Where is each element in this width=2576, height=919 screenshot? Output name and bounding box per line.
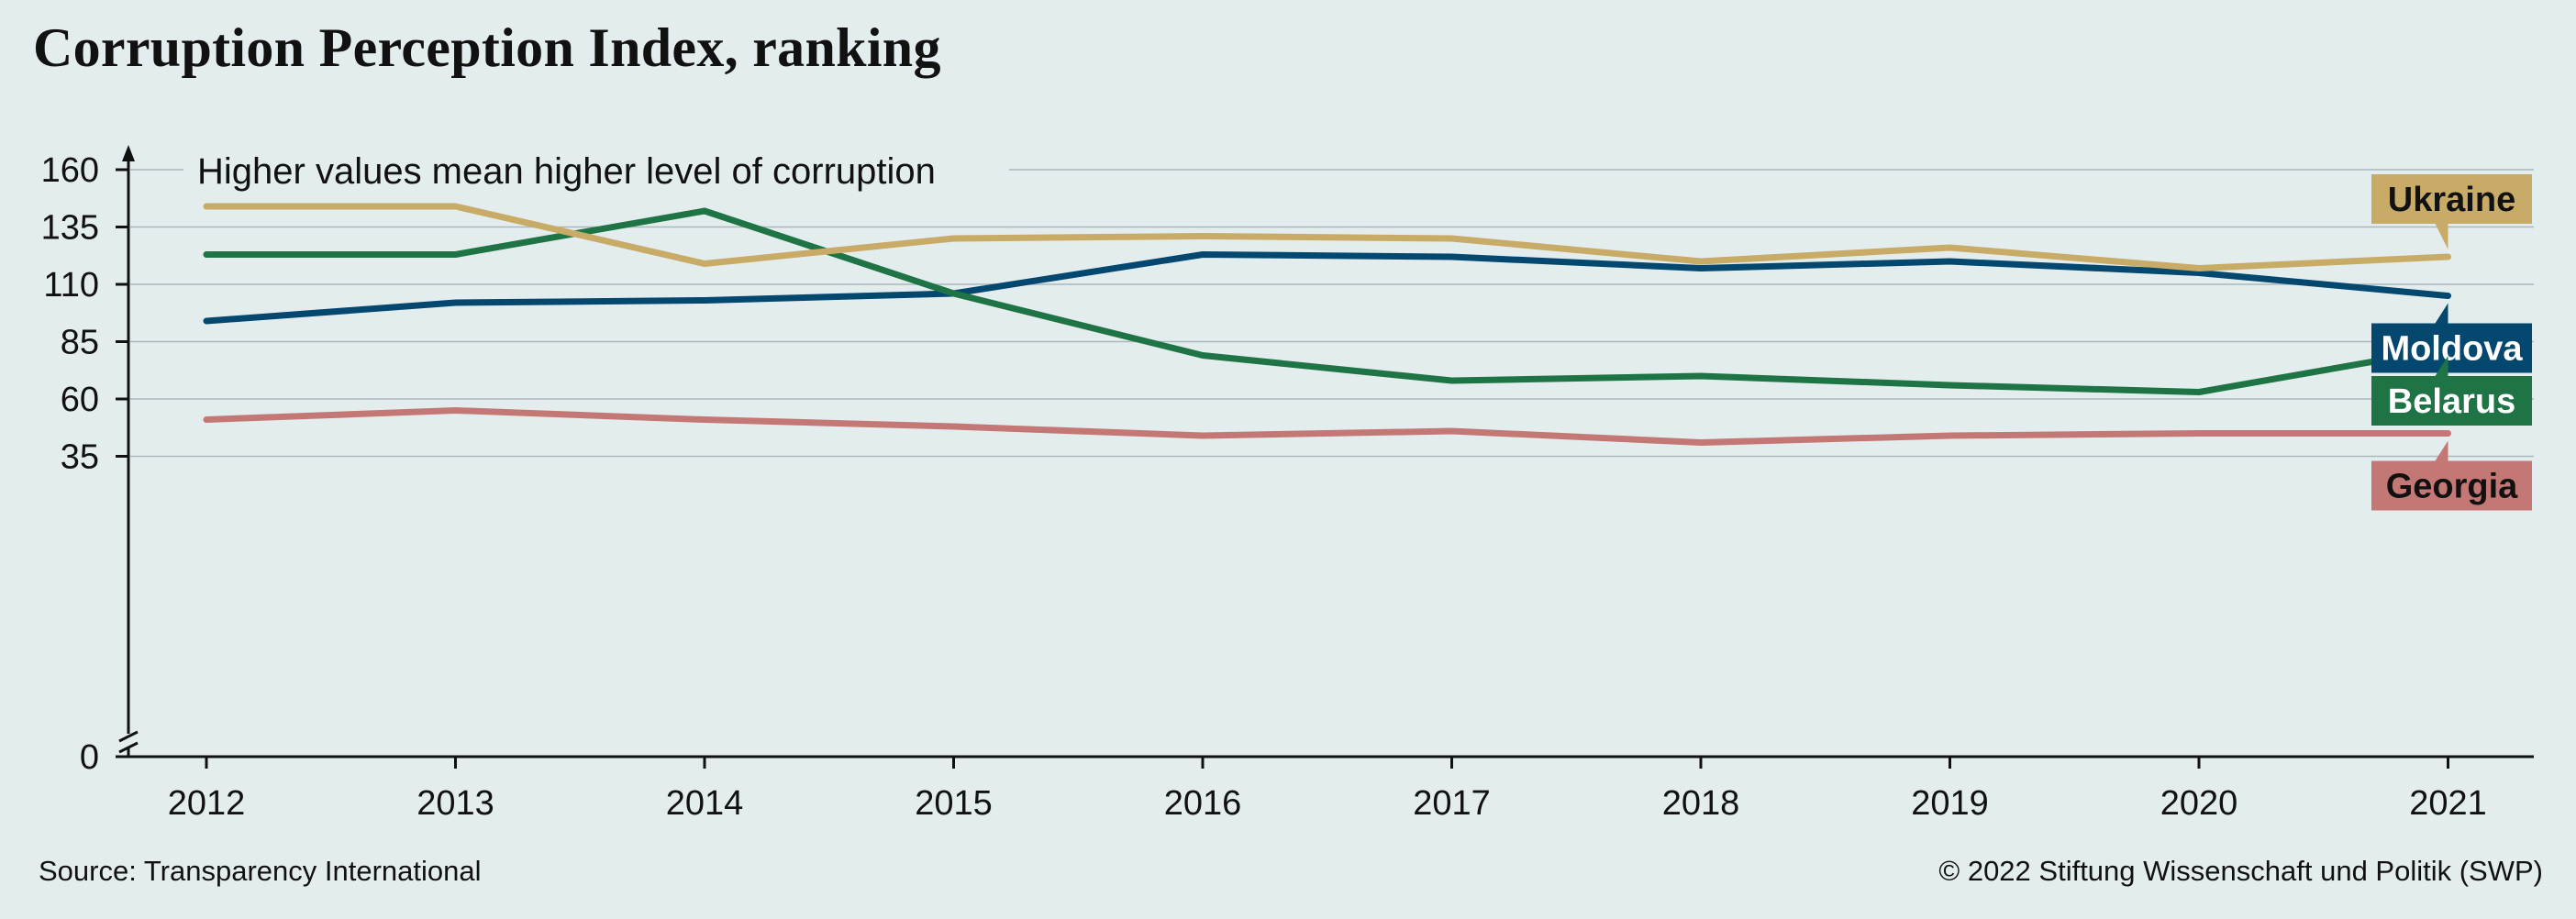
x-tick-label-2012: 2012 <box>168 784 246 823</box>
x-tick-label-2020: 2020 <box>2160 784 2238 823</box>
x-tick-label-2016: 2016 <box>1164 784 1242 823</box>
y-tick-labels: 0 35 60 85 110 135 160 <box>41 151 99 777</box>
x-tick-label-2019: 2019 <box>1911 784 1989 823</box>
x-tick-label-2018: 2018 <box>1662 784 1740 823</box>
y-tick-label-60: 60 <box>61 381 99 419</box>
chart-annotation: Higher values mean higher level of corru… <box>197 151 936 192</box>
y-axis-arrow <box>122 145 135 161</box>
axes <box>116 145 2534 758</box>
gridlines <box>116 168 2534 758</box>
y-tick-label-135: 135 <box>41 209 99 248</box>
y-tick-label-110: 110 <box>43 266 99 304</box>
annotation-background <box>183 147 1009 198</box>
x-tick-label-2014: 2014 <box>666 784 744 823</box>
series-label-pointer <box>2435 440 2448 461</box>
x-tick-labels: 2012 2013 2014 2015 2016 2017 2018 2019 2020 2021 <box>168 757 2487 823</box>
series-label-text: Ukraine <box>2388 181 2515 219</box>
series-lines <box>203 203 2451 446</box>
axis-break-mark-upper <box>118 730 139 743</box>
series-label-box <box>2371 460 2532 511</box>
source-note: Source: Transparency International <box>39 855 482 887</box>
series-line-moldova <box>203 251 2451 325</box>
x-tick-label-2015: 2015 <box>915 784 993 823</box>
series-label-pointer <box>2435 356 2448 376</box>
series-label-box <box>2371 174 2532 224</box>
x-tick-label-2017: 2017 <box>1413 784 1491 823</box>
series-label-ukraine: Ukraine <box>2371 174 2532 249</box>
series-line-georgia <box>203 407 2451 446</box>
series-label-text: Belarus <box>2388 382 2515 421</box>
series-label-pointer <box>2435 224 2448 249</box>
chart-title: Corruption Perception Index, ranking <box>33 17 941 78</box>
x-tick-label-2021: 2021 <box>2409 784 2487 823</box>
series-label-text: Georgia <box>2386 468 2518 506</box>
x-tick-label-2013: 2013 <box>416 784 494 823</box>
series-label-box <box>2371 323 2532 373</box>
y-tick-label-85: 85 <box>61 324 99 362</box>
series-label-text: Moldova <box>2381 330 2523 369</box>
series-label-georgia: Georgia <box>2371 440 2532 511</box>
series-label-box <box>2371 376 2532 426</box>
copyright-note: © 2022 Stiftung Wissenschaft und Politik… <box>1938 855 2543 887</box>
series-label-pointer <box>2435 303 2448 324</box>
y-tick-label-0: 0 <box>80 738 99 777</box>
y-tick-label-35: 35 <box>61 438 99 477</box>
series-label-belarus: Belarus <box>2371 356 2532 426</box>
series-label-moldova: Moldova <box>2371 303 2532 373</box>
y-tick-label-160: 160 <box>41 151 99 190</box>
series-labels: Ukraine Moldova Belarus Georgia <box>2371 174 2532 511</box>
series-line-ukraine <box>203 203 2451 271</box>
